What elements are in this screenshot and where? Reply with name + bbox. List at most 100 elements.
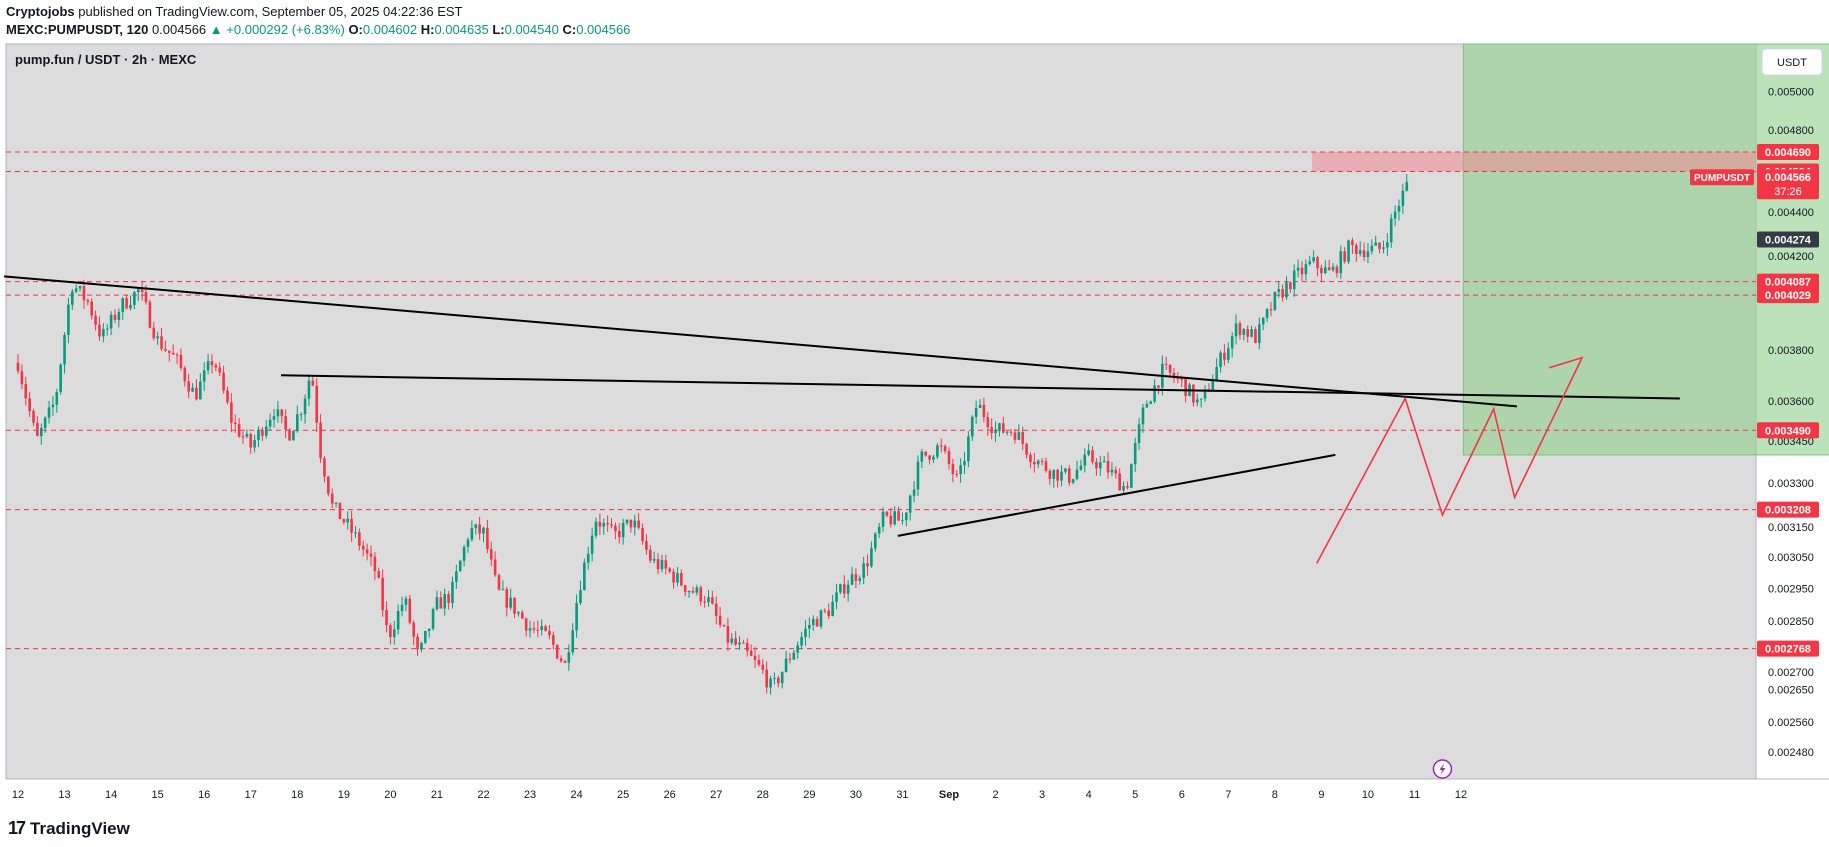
candle-body <box>1157 385 1160 388</box>
candle-body <box>373 556 377 572</box>
candle-body <box>990 427 993 434</box>
tradingview-footer[interactable]: 17 TradingView <box>8 818 130 839</box>
candle-body <box>866 563 869 567</box>
candle-body <box>901 520 904 522</box>
candle-body <box>245 434 249 437</box>
candle-body <box>435 597 439 610</box>
price-axis-tick: 0.002850 <box>1768 616 1814 628</box>
candle-body <box>1192 384 1195 403</box>
candle-body <box>928 455 931 460</box>
candle-body <box>936 445 939 457</box>
candle-body <box>1025 443 1028 455</box>
candle-body <box>1126 486 1129 488</box>
candle-body <box>854 574 858 581</box>
candle-body <box>140 289 144 293</box>
candle-body <box>420 642 423 650</box>
candle-body <box>939 445 943 447</box>
candle-body <box>660 560 664 570</box>
candle-body <box>98 324 101 337</box>
candle-body <box>827 610 831 617</box>
candle-body <box>474 524 478 529</box>
candle-body <box>369 553 373 557</box>
candle-body <box>74 288 78 292</box>
candle-body <box>1258 324 1261 343</box>
candle-body <box>327 476 330 494</box>
countdown: 37:26 <box>1774 186 1802 198</box>
candle-body <box>392 629 396 638</box>
price-axis-tick: 0.003600 <box>1768 396 1814 408</box>
candle-body <box>1106 461 1110 473</box>
candle-body <box>1013 432 1017 440</box>
candle-body <box>171 352 175 355</box>
candle-body <box>148 302 152 328</box>
candle-body <box>346 518 350 523</box>
candle-body <box>330 493 334 504</box>
candle-body <box>296 414 299 431</box>
candle-body <box>1320 268 1323 274</box>
candle-body <box>160 336 163 349</box>
candle-body <box>1292 270 1296 290</box>
candle-body <box>773 677 776 679</box>
candle-body <box>532 628 536 630</box>
candle-body <box>645 541 648 550</box>
price-axis-tick: 0.002480 <box>1768 747 1814 759</box>
candle-body <box>1312 257 1315 262</box>
candle-body <box>385 610 388 626</box>
close-value: 0.004566 <box>576 22 631 37</box>
candle-body <box>877 526 881 534</box>
candle-body <box>1005 431 1009 433</box>
candle-body <box>1265 309 1269 318</box>
candle-body <box>451 581 454 603</box>
candle-body <box>233 422 237 425</box>
candle-body <box>761 664 765 670</box>
candle-body <box>994 429 997 434</box>
level-price-tag <box>1757 144 1819 161</box>
candle-body <box>1242 329 1246 335</box>
candle-body <box>1149 401 1153 404</box>
candle-body <box>280 409 284 417</box>
candle-body <box>1064 468 1067 472</box>
candle-body <box>416 636 419 650</box>
candle-body <box>338 502 342 520</box>
candle-body <box>284 416 287 430</box>
candle-body <box>1075 469 1079 480</box>
candle-body <box>365 549 369 554</box>
candle-body <box>1199 398 1203 400</box>
price-axis-tick: 0.002950 <box>1768 584 1814 596</box>
candle-body <box>78 286 82 289</box>
candle-body <box>144 292 148 303</box>
candle-body <box>893 511 896 525</box>
candle-body <box>1339 251 1343 274</box>
price-axis-tick: 0.002560 <box>1768 717 1814 729</box>
candle-body <box>1351 240 1354 246</box>
currency-button-label[interactable]: USDT <box>1777 57 1807 69</box>
candle-body <box>489 549 493 560</box>
candle-body <box>1254 329 1257 343</box>
level-price-tag <box>1757 640 1819 657</box>
candle-body <box>1133 442 1137 465</box>
author-name[interactable]: Cryptojobs <box>6 4 75 19</box>
candle-body <box>136 289 140 293</box>
candle-body <box>218 367 222 373</box>
candle-body <box>191 387 194 392</box>
candle-body <box>28 398 31 411</box>
candle-body <box>1238 323 1242 335</box>
time-axis-label: 29 <box>803 789 815 801</box>
price-axis-tick: 0.003450 <box>1768 436 1814 448</box>
candle-body <box>676 573 679 583</box>
candle-body <box>885 511 889 516</box>
candle-body <box>1234 323 1238 337</box>
currency-button[interactable] <box>1761 48 1823 76</box>
time-axis[interactable] <box>0 779 1829 807</box>
candle-body <box>199 381 202 400</box>
candle-body <box>249 434 253 448</box>
candle-body <box>32 410 35 423</box>
candle-body <box>1327 267 1331 271</box>
candle-body <box>1289 282 1292 290</box>
price-axis-tick: 0.004200 <box>1768 251 1814 263</box>
candle-body <box>695 587 699 593</box>
candle-body <box>319 422 322 459</box>
candle-body <box>404 598 408 605</box>
candle-body <box>202 370 206 382</box>
